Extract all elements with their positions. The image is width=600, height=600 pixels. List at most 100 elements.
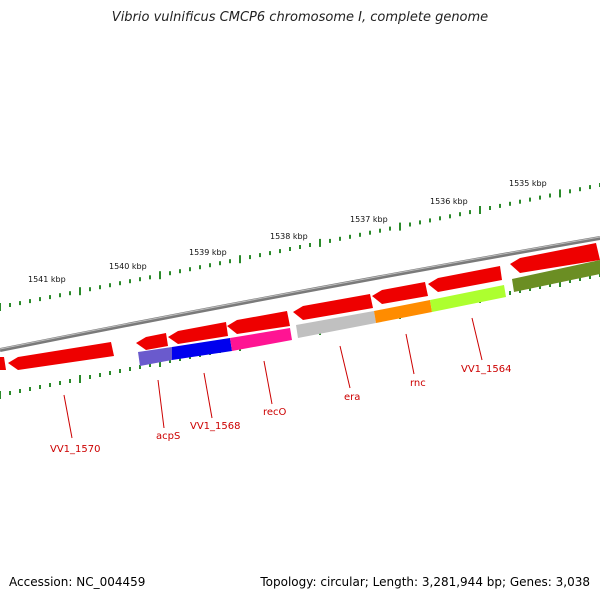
minor-tick	[539, 285, 541, 289]
leader-line	[263, 360, 273, 405]
major-tick	[159, 271, 161, 280]
gene-arrow[interactable]	[136, 333, 168, 350]
major-tick	[159, 359, 161, 367]
minor-tick	[139, 277, 141, 282]
gene-label-era: era	[344, 392, 360, 403]
minor-tick	[89, 375, 91, 379]
gene-arrow[interactable]	[0, 357, 6, 370]
minor-tick	[489, 206, 491, 210]
minor-tick	[249, 255, 251, 260]
major-tick	[559, 189, 561, 198]
minor-tick	[469, 210, 471, 215]
gene-label-vv1-1568: VV1_1568	[190, 421, 241, 432]
major-tick	[479, 206, 481, 214]
minor-tick	[259, 253, 261, 258]
gene-arrow[interactable]	[168, 322, 228, 344]
minor-tick	[519, 199, 521, 204]
label-leaders	[63, 317, 483, 439]
leader-line	[471, 317, 483, 361]
major-tick	[0, 303, 1, 311]
minor-tick	[129, 279, 131, 284]
minor-tick	[509, 291, 511, 295]
minor-tick	[119, 369, 121, 373]
minor-tick	[129, 367, 131, 371]
minor-tick	[199, 265, 201, 270]
gene-arrow[interactable]	[293, 294, 373, 320]
scale-label-1540: 1540 kbp	[109, 262, 147, 271]
minor-tick	[179, 269, 181, 274]
minor-tick	[579, 187, 581, 192]
gene-arrow[interactable]	[510, 243, 600, 273]
map-title: Vibrio vulnificus CMCP6 chromosome I, co…	[111, 10, 489, 25]
cog-bar[interactable]	[230, 328, 292, 351]
minor-tick	[279, 249, 281, 254]
minor-tick	[29, 299, 31, 304]
minor-tick	[69, 291, 71, 296]
gene-arrow[interactable]	[372, 282, 428, 304]
minor-tick	[409, 222, 411, 227]
topology-text: Topology: circular; Length: 3,281,944 bp…	[260, 575, 590, 589]
minor-tick	[109, 283, 111, 288]
major-tick	[79, 287, 81, 296]
cog-bar[interactable]	[512, 260, 600, 292]
minor-tick	[49, 383, 51, 387]
gene-label-rnc: rnc	[410, 378, 426, 389]
minor-tick	[369, 230, 371, 235]
cog-bar[interactable]	[374, 300, 432, 323]
minor-tick	[569, 189, 571, 194]
minor-tick	[419, 220, 421, 225]
minor-tick	[179, 357, 181, 361]
minor-tick	[569, 279, 571, 283]
minor-tick	[449, 214, 451, 219]
chromosome-backbone-highlight	[0, 236, 600, 350]
minor-tick	[549, 283, 551, 287]
scale-label-1539: 1539 kbp	[189, 248, 227, 257]
minor-tick	[429, 218, 431, 223]
accession-text: Accession: NC_004459	[9, 575, 146, 589]
minor-tick	[99, 285, 101, 290]
minor-tick	[99, 373, 101, 377]
minor-tick	[499, 203, 501, 208]
minor-tick	[139, 365, 141, 369]
minor-tick	[109, 371, 111, 375]
minor-tick	[589, 185, 591, 190]
minor-tick	[359, 232, 361, 237]
minor-tick	[49, 295, 51, 300]
minor-tick	[379, 228, 381, 233]
scale-label-1537: 1537 kbp	[350, 215, 388, 224]
minor-tick	[59, 381, 61, 385]
minor-tick	[289, 247, 291, 251]
forward-strand	[0, 243, 600, 370]
minor-tick	[149, 275, 151, 280]
minor-tick	[29, 387, 31, 391]
minor-tick	[119, 281, 121, 286]
minor-tick	[519, 289, 521, 293]
minor-tick	[529, 287, 531, 291]
scale-label-1535: 1535 kbp	[509, 179, 547, 188]
cog-bar[interactable]	[172, 338, 232, 360]
minor-tick	[389, 226, 391, 231]
minor-tick	[439, 216, 441, 221]
minor-tick	[59, 293, 61, 298]
leader-line	[203, 372, 213, 419]
minor-tick	[19, 301, 21, 306]
gene-arrow[interactable]	[428, 266, 502, 292]
major-tick	[399, 222, 401, 231]
major-tick	[239, 255, 241, 264]
minor-tick	[19, 389, 21, 393]
minor-tick	[339, 236, 341, 241]
minor-tick	[459, 212, 461, 217]
leader-line	[405, 333, 415, 375]
gene-label-reco: recO	[263, 407, 287, 418]
gene-label-vv1-1564: VV1_1564	[461, 364, 512, 375]
cog-bar[interactable]	[430, 285, 506, 312]
gene-arrow[interactable]	[8, 342, 114, 370]
cog-bar[interactable]	[138, 347, 172, 366]
leader-line	[339, 345, 351, 389]
gene-arrow[interactable]	[227, 311, 290, 334]
cog-bar[interactable]	[296, 311, 376, 338]
minor-tick	[149, 363, 151, 367]
leader-line	[63, 394, 73, 439]
leader-line	[157, 379, 165, 429]
minor-tick	[89, 287, 91, 292]
